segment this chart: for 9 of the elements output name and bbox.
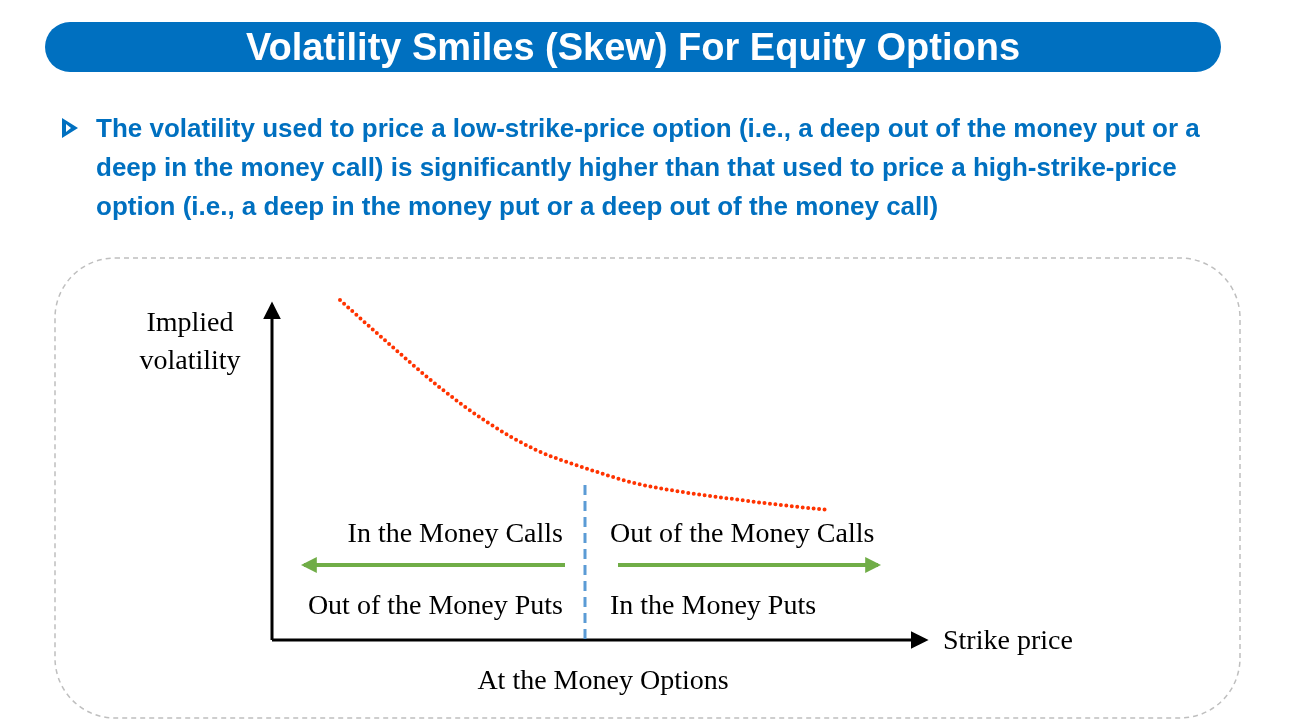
- text: At the Money Options: [477, 664, 729, 695]
- annotation: Out of the Money Puts: [307, 589, 563, 620]
- annotation: In the Money Puts: [610, 589, 817, 620]
- x-axis-title: Strike price: [943, 624, 1073, 655]
- annotation: In the Money Calls: [347, 517, 563, 548]
- y-axis-title: Implied volatility: [139, 306, 241, 375]
- annotation: Out of the Money Calls: [610, 517, 875, 548]
- chart-title: Volatility Smiles (Skew) For Equity Options: [245, 26, 1021, 68]
- chart-subtitle: The volatility used to price a low-strike-price option (i.e., a deep out of the money put or a deep in the money call) is significantly higher than that used to price a high-strike-price option (i.e., a deep in the money put or a deep out of the money call): [96, 113, 1201, 221]
